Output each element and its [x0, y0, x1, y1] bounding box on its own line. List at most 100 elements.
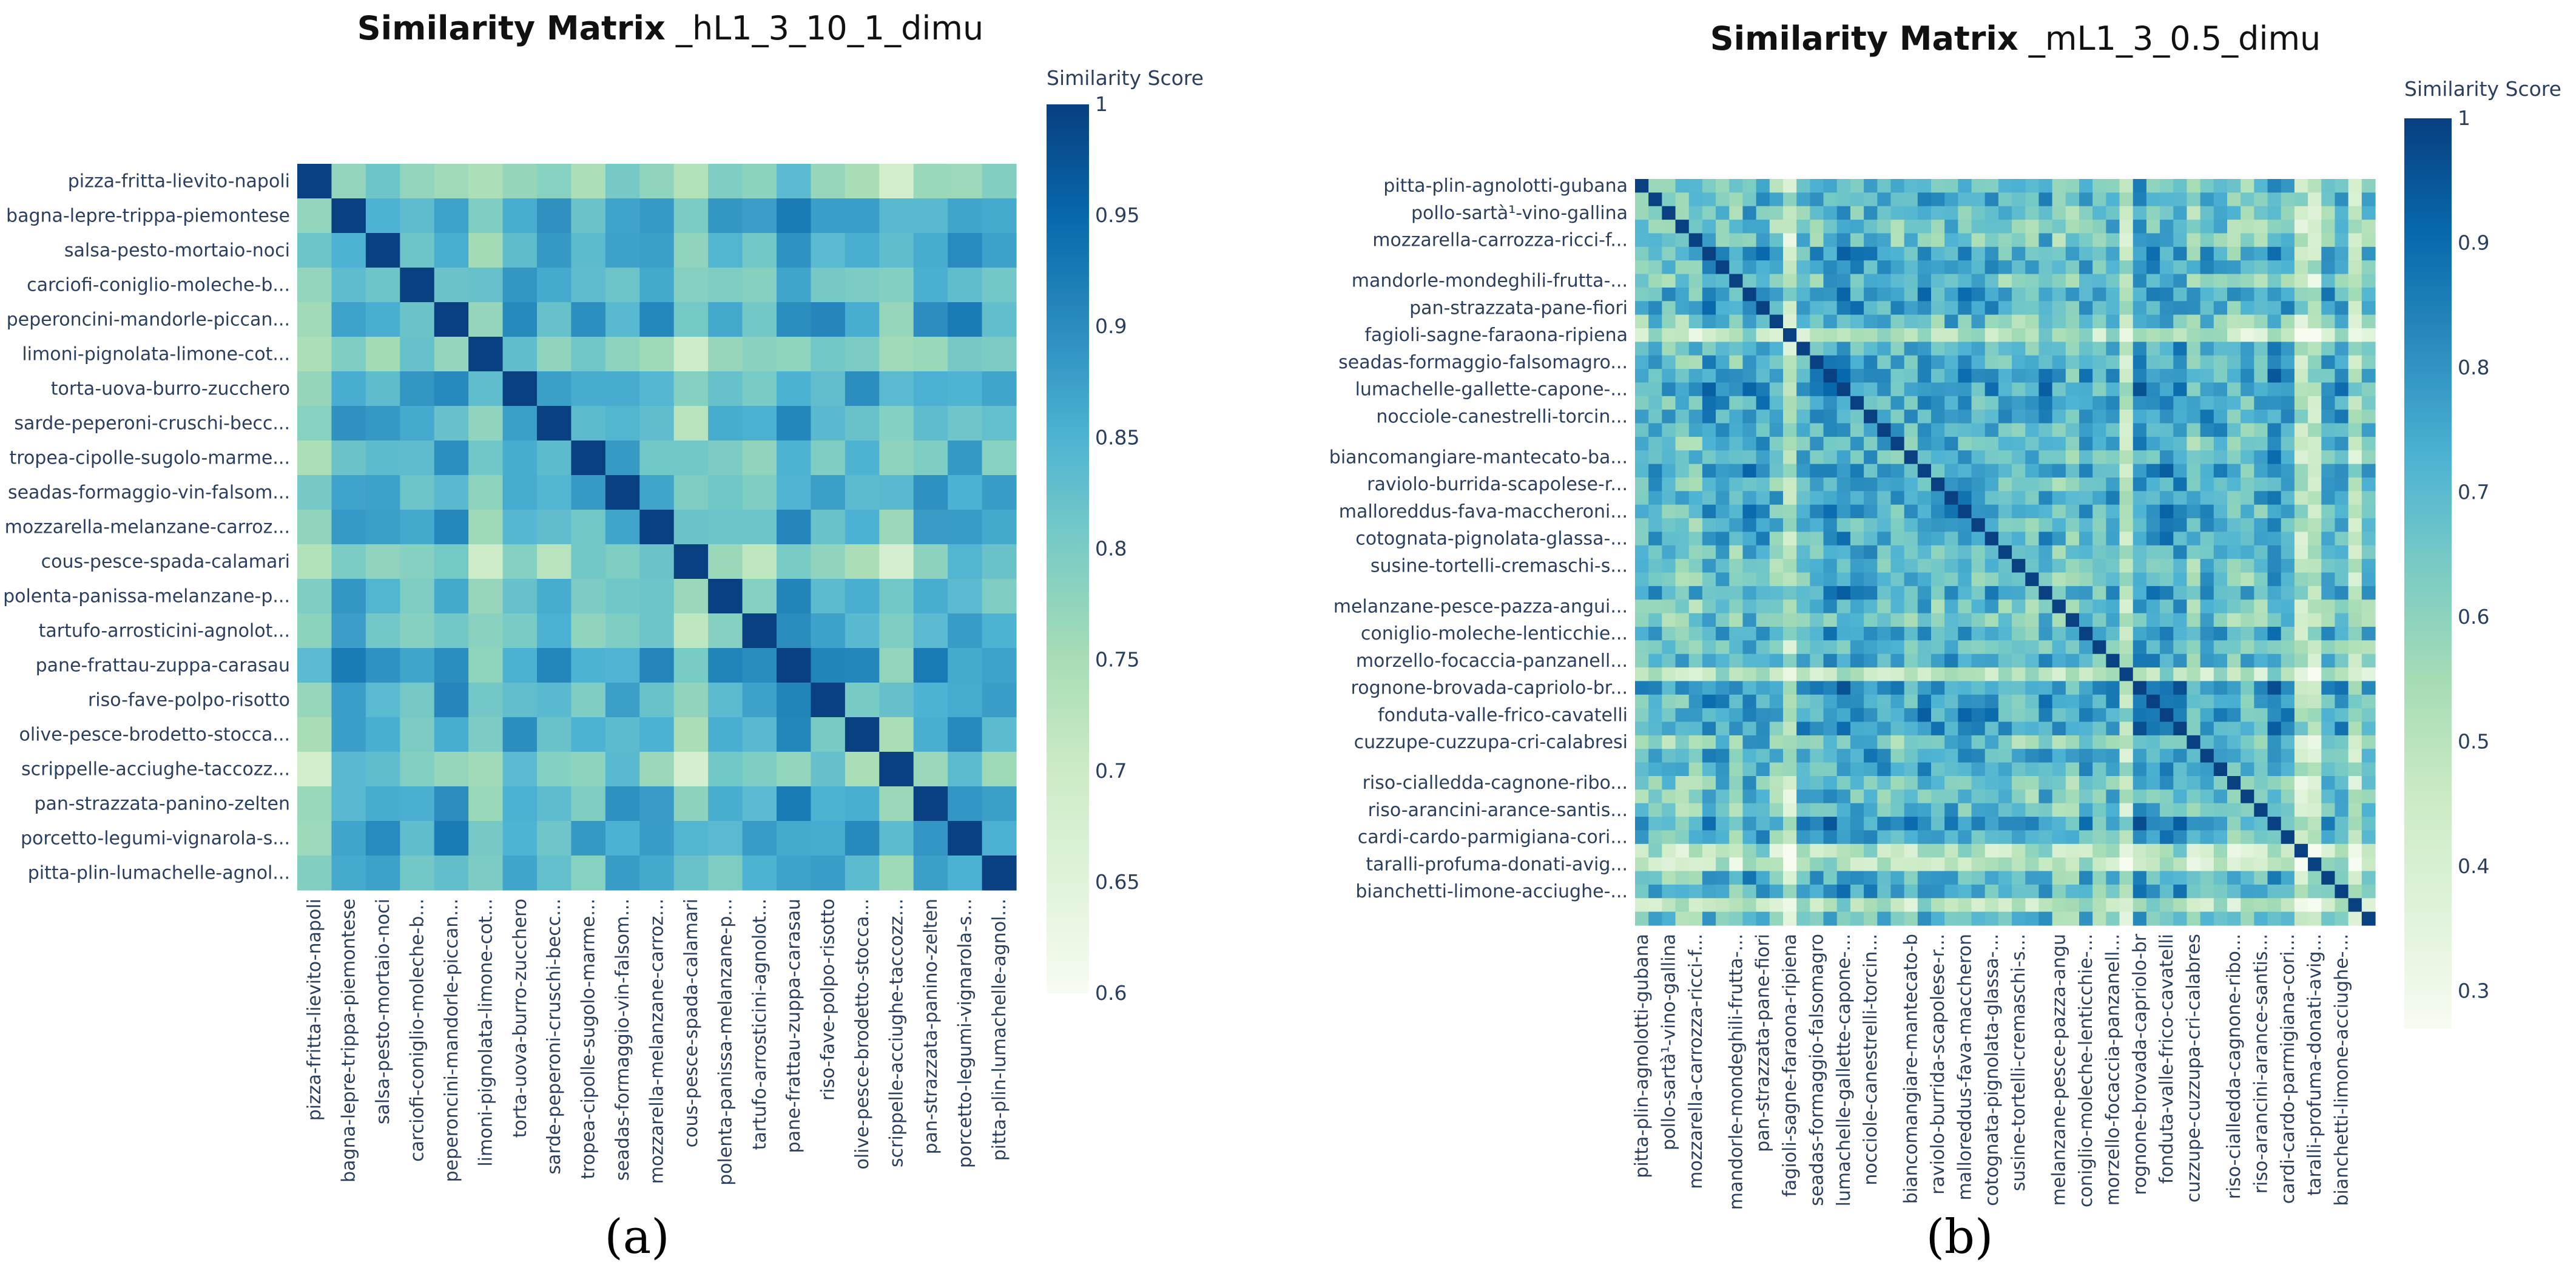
heatmap-cell: [2294, 260, 2308, 275]
heatmap-cell: [1742, 613, 1757, 627]
heatmap-cell: [605, 821, 640, 856]
heatmap-cell: [1836, 735, 1851, 749]
heatmap-cell: [913, 717, 948, 752]
heatmap-cell: [1944, 369, 1958, 383]
heatmap-cell: [879, 337, 914, 372]
heatmap-cell: [1702, 450, 1716, 465]
heatmap-cell: [2173, 627, 2188, 641]
heatmap-cell: [811, 164, 846, 199]
heatmap-cell: [1877, 721, 1892, 736]
heatmap-cell: [2281, 206, 2295, 220]
heatmap-cell: [1904, 206, 1918, 220]
heatmap-cell: [1944, 884, 1958, 899]
heatmap-cell: [1635, 192, 1649, 207]
heatmap-cell: [2308, 776, 2322, 790]
heatmap-cell: [1810, 871, 1824, 885]
heatmap-cell: [913, 233, 948, 268]
heatmap-cell: [1877, 613, 1892, 627]
heatmap-cell: [2012, 396, 2026, 410]
heatmap-cell: [2119, 681, 2134, 695]
heatmap-cell: [1729, 491, 1744, 505]
heatmap-cell: [777, 821, 812, 856]
heatmap-cell: [879, 579, 914, 614]
heatmap-cell: [1931, 220, 1945, 234]
heatmap-cell: [1836, 342, 1851, 356]
heatmap-cell: [845, 821, 880, 856]
heatmap-cell: [1662, 599, 1676, 614]
heatmap-cell: [2038, 817, 2053, 831]
heatmap-cell: [2200, 220, 2214, 234]
heatmap-cell: [845, 475, 880, 510]
heatmap-cell: [1984, 246, 1999, 261]
heatmap-cell: [2038, 396, 2053, 410]
heatmap-cell: [1635, 220, 1649, 234]
heatmap-cell: [2308, 545, 2322, 559]
heatmap-cell: [1756, 843, 1770, 858]
heatmap-cell: [1917, 179, 1932, 193]
heatmap-cell: [434, 856, 469, 891]
heatmap-cell: [2106, 355, 2120, 370]
heatmap-cell: [2133, 287, 2147, 302]
heatmap-cell: [468, 648, 504, 683]
heatmap-cell: [2200, 830, 2214, 845]
heatmap-cell: [777, 579, 812, 614]
heatmap-cell: [982, 579, 1017, 614]
heatmap-cell: [2348, 478, 2362, 491]
heatmap-cell: [2025, 342, 2040, 356]
heatmap-cell: [2133, 274, 2147, 288]
heatmap-cell: [2119, 803, 2134, 817]
heatmap-cell: [1702, 532, 1716, 546]
heatmap-cell: [1917, 436, 1932, 451]
heatmap-cell: [2025, 817, 2040, 831]
heatmap-cell: [1971, 721, 1986, 736]
heatmap-cell: [1662, 369, 1676, 383]
heatmap-cell: [1810, 708, 1824, 723]
heatmap-cell: [1998, 491, 2012, 505]
heatmap-cell: [2321, 627, 2336, 641]
heatmap-cell: [2241, 355, 2254, 370]
chart-title-a-rest: _hL1_3_10_1_dimu: [666, 9, 983, 47]
heatmap-cell: [1810, 694, 1824, 709]
heatmap-cell: [1796, 545, 1810, 559]
heatmap-cell: [2092, 586, 2106, 600]
heatmap-cell: [1971, 382, 1986, 397]
heatmap-cell: [1917, 640, 1932, 655]
heatmap-cell: [1635, 396, 1649, 410]
heatmap-cell: [1890, 830, 1905, 845]
heatmap-cell: [2038, 762, 2053, 777]
heatmap-cell: [1917, 314, 1932, 329]
heatmap-cell: [2321, 410, 2336, 424]
heatmap-cell: [2348, 599, 2362, 614]
heatmap-cell: [1648, 721, 1662, 736]
heatmap-cell: [1662, 423, 1676, 437]
heatmap-cell: [1702, 328, 1716, 342]
heatmap-cell: [1675, 871, 1690, 885]
heatmap-cell: [2241, 599, 2254, 614]
heatmap-cell: [1783, 721, 1797, 736]
heatmap-cell: [1716, 803, 1730, 817]
heatmap-cell: [845, 786, 880, 822]
heatmap-cell: [1904, 735, 1918, 749]
heatmap-cell: [434, 441, 469, 476]
heatmap-cell: [1944, 436, 1958, 451]
heatmap-cell: [2173, 342, 2188, 356]
heatmap-cell: [2012, 749, 2026, 763]
heatmap-cell: [2267, 233, 2282, 248]
heatmap-cell: [1702, 220, 1716, 234]
heatmap-cell: [1756, 559, 1770, 573]
heatmap-cell: [1756, 735, 1770, 749]
heatmap-cell: [1675, 382, 1690, 397]
heatmap-cell: [2321, 301, 2336, 316]
heatmap-cell: [639, 337, 675, 372]
heatmap-cell: [1756, 478, 1770, 491]
heatmap-cell: [1971, 260, 1986, 275]
heatmap-cell: [2173, 789, 2188, 804]
heatmap-cell: [639, 164, 675, 199]
heatmap-cell: [1729, 192, 1744, 207]
heatmap-cell: [1662, 640, 1676, 655]
heatmap-cell: [2133, 260, 2147, 275]
heatmap-cell: [1917, 532, 1932, 546]
heatmap-cell: [1931, 287, 1945, 302]
heatmap-cell: [1716, 518, 1730, 533]
heatmap-cell: [1904, 179, 1918, 193]
